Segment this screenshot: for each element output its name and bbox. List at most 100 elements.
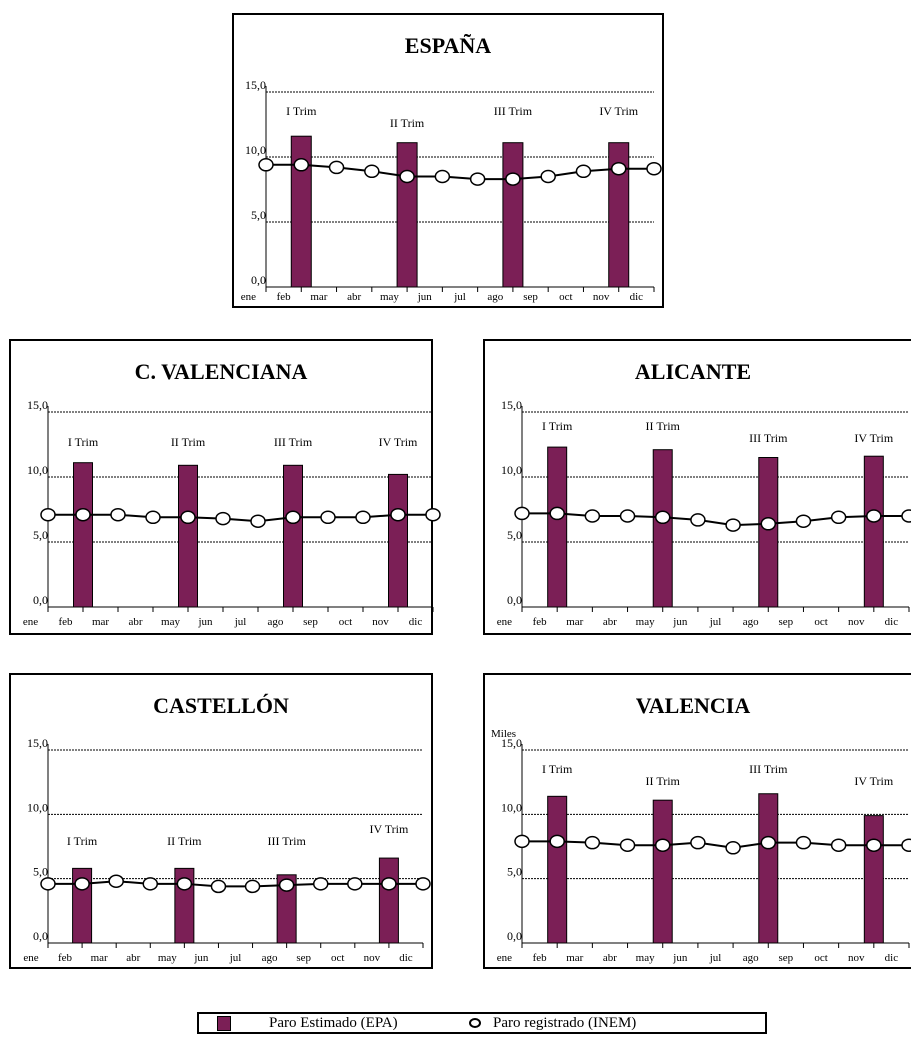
y-tick-label: 0,0 bbox=[251, 273, 266, 287]
line-point-ene bbox=[40, 877, 56, 891]
y-tick-label: 5,0 bbox=[33, 865, 48, 879]
line-point-abr bbox=[145, 510, 161, 525]
line-point-sep bbox=[312, 877, 329, 891]
y-tick-label: 0,0 bbox=[507, 929, 522, 943]
x-tick-label: feb bbox=[58, 616, 73, 628]
line-point-jun bbox=[434, 169, 451, 184]
x-tick-label: dic bbox=[885, 952, 899, 964]
chart-svg: 0,0 5,0 10,0 15,0 I Trim II Trim III Trim IV Tr… bbox=[23, 736, 431, 964]
y-tick-label: 10,0 bbox=[501, 800, 522, 814]
x-tick-label: dic bbox=[885, 616, 899, 628]
bar-data-label: III Trim bbox=[267, 834, 306, 848]
line-point-feb bbox=[74, 877, 90, 891]
y-tick-label: 0,0 bbox=[33, 929, 48, 943]
y-axis-unit-label: Miles bbox=[491, 728, 516, 740]
y-tick-label: 5,0 bbox=[507, 865, 522, 879]
x-tick-label: abr bbox=[347, 291, 361, 303]
line-point-may bbox=[399, 169, 415, 184]
x-tick-label: ago bbox=[487, 291, 503, 303]
y-tick-label: 15,0 bbox=[245, 78, 266, 92]
line-point-abr bbox=[619, 838, 636, 852]
x-tick-label: jul bbox=[229, 952, 242, 964]
x-tick-label: feb bbox=[58, 952, 73, 964]
bar-data-label: II Trim bbox=[171, 435, 206, 449]
chart-svg: 0,0 5,0 10,0 15,0 I Trim II Trim III Trim IV Tr… bbox=[497, 398, 911, 628]
y-tick-label: 5,0 bbox=[507, 528, 522, 542]
line-point-jul bbox=[725, 518, 741, 532]
line-point-dic bbox=[425, 507, 441, 522]
x-tick-label: nov bbox=[848, 952, 865, 964]
chart-panel-c-valenciana: C. VALENCIANA 0,0 5,0 10,0 15,0 I Trim II Tri… bbox=[9, 339, 441, 635]
x-tick-label: jun bbox=[672, 952, 688, 964]
legend-line-label: Paro registrado (INEM) bbox=[493, 1015, 637, 1031]
bar-data-label: IV Trim bbox=[854, 431, 893, 445]
legend-bar-swatch bbox=[217, 1016, 231, 1031]
line-point-mar bbox=[108, 874, 124, 888]
line-point-nov bbox=[610, 161, 627, 176]
bar-data-label: III Trim bbox=[749, 762, 788, 776]
y-tick-label: 15,0 bbox=[27, 736, 48, 750]
x-tick-label: sep bbox=[779, 616, 794, 628]
y-tick-label: 10,0 bbox=[27, 800, 48, 814]
x-tick-label: nov bbox=[364, 952, 381, 964]
x-tick-label: mar bbox=[566, 616, 583, 628]
x-tick-label: oct bbox=[814, 616, 827, 628]
x-tick-label: ene bbox=[497, 616, 512, 628]
chart-title: VALENCIA bbox=[635, 693, 751, 718]
y-tick-label: 0,0 bbox=[33, 593, 48, 607]
x-tick-label: sep bbox=[779, 952, 794, 964]
x-tick-label: ene bbox=[497, 952, 512, 964]
x-tick-label: may bbox=[161, 616, 180, 628]
x-tick-label: ene bbox=[23, 616, 38, 628]
x-tick-label: ene bbox=[241, 291, 256, 303]
y-tick-label: 5,0 bbox=[33, 528, 48, 542]
bar-ago bbox=[502, 142, 524, 288]
line-point-ene bbox=[40, 507, 56, 522]
line-point-nov bbox=[866, 509, 882, 523]
bar-feb bbox=[547, 795, 568, 944]
x-tick-label: dic bbox=[409, 616, 423, 628]
x-tick-label: sep bbox=[523, 291, 538, 303]
line-point-oct bbox=[355, 510, 371, 525]
line-point-dic bbox=[415, 877, 431, 891]
y-tick-label: 10,0 bbox=[245, 143, 266, 157]
x-tick-label: jul bbox=[709, 952, 722, 964]
bar-may bbox=[652, 799, 673, 944]
x-tick-label: may bbox=[636, 952, 655, 964]
line-point-jun bbox=[210, 879, 227, 894]
line-point-jul bbox=[725, 841, 741, 855]
x-tick-label: abr bbox=[603, 616, 617, 628]
bar-ago bbox=[283, 464, 303, 608]
line-point-sep bbox=[795, 514, 812, 528]
line-point-feb bbox=[75, 507, 91, 522]
x-tick-label: ene bbox=[23, 952, 38, 964]
bar-data-label: IV Trim bbox=[379, 435, 418, 449]
bar-data-label: I Trim bbox=[542, 762, 573, 776]
x-tick-label: ago bbox=[743, 952, 759, 964]
x-tick-label: sep bbox=[296, 952, 311, 964]
x-tick-label: oct bbox=[339, 616, 352, 628]
chart-svg: 0,0 5,0 10,0 15,0 I Trim II Trim III Trim IV Tr… bbox=[23, 398, 441, 628]
x-tick-label: feb bbox=[533, 616, 548, 628]
bar-data-label: III Trim bbox=[274, 435, 313, 449]
line-point-nov bbox=[381, 877, 397, 891]
line-point-oct bbox=[575, 164, 592, 179]
line-point-may bbox=[654, 510, 671, 525]
line-point-ago bbox=[760, 517, 777, 531]
bar-ago bbox=[758, 793, 779, 944]
x-tick-label: dic bbox=[399, 952, 413, 964]
line-point-jul bbox=[250, 514, 266, 528]
line-point-may bbox=[654, 838, 671, 852]
bar-data-label: III Trim bbox=[749, 431, 788, 445]
bar-data-label: I Trim bbox=[68, 435, 99, 449]
chart-panel-castellon: CASTELLÓN 0,0 5,0 10,0 15,0 I Trim II Trim III… bbox=[9, 673, 433, 969]
x-tick-label: jun bbox=[197, 616, 213, 628]
line-point-sep bbox=[795, 835, 812, 850]
x-tick-label: may bbox=[380, 291, 399, 303]
line-point-nov bbox=[390, 507, 406, 522]
line-point-jun bbox=[690, 835, 706, 850]
bar-data-label: IV Trim bbox=[599, 104, 638, 118]
x-tick-label: ago bbox=[743, 616, 759, 628]
line-point-ago bbox=[505, 172, 521, 186]
x-tick-label: dic bbox=[630, 291, 644, 303]
